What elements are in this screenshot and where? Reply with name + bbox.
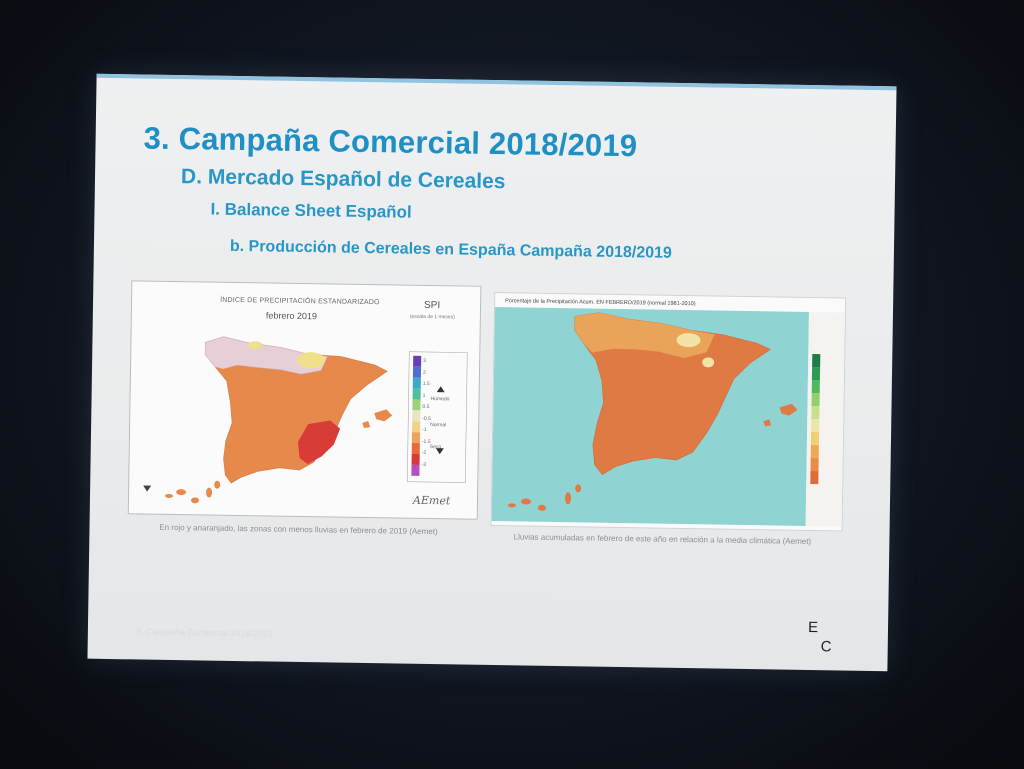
spi-legend-value: 3 bbox=[423, 357, 427, 364]
spi-legend-swatch bbox=[412, 366, 422, 378]
spain-mainland-precip bbox=[574, 312, 772, 476]
spi-legend-swatch bbox=[412, 377, 421, 389]
precip-pale-spot-1 bbox=[676, 333, 701, 348]
balearic-islands-precip bbox=[763, 403, 798, 427]
spain-mainland-spi bbox=[204, 336, 388, 484]
spi-legend-value: 2 bbox=[422, 369, 426, 376]
precip-map-panel: Porcentaje de la Precipitación Acum. EN … bbox=[490, 292, 847, 532]
slide-footer: 3. Campaña Comercial 2018/2019 bbox=[135, 626, 274, 639]
spi-legend-swatch bbox=[413, 355, 422, 367]
spi-legend-swatch bbox=[412, 421, 421, 433]
slide-subsection: b. Producción de Cereales en España Camp… bbox=[229, 237, 673, 262]
spi-map-graphic bbox=[143, 336, 468, 504]
legend-wet-label: Húmedo bbox=[430, 396, 450, 403]
wet-arrow-icon bbox=[436, 386, 445, 393]
slide-section: I. Balance Sheet Español bbox=[210, 199, 412, 222]
spi-legend-bars bbox=[411, 355, 422, 476]
spi-yellow-spot-2 bbox=[248, 341, 263, 350]
aemet-logo: AEmet bbox=[412, 493, 451, 508]
spi-legend-value: -2 bbox=[421, 449, 427, 456]
precip-legend-swatch bbox=[811, 419, 820, 433]
spi-legend-swatch bbox=[411, 453, 420, 465]
precip-legend-swatch bbox=[811, 367, 821, 381]
canary-islands-spi bbox=[165, 480, 221, 504]
precip-legend-swatch bbox=[811, 380, 820, 394]
spi-legend-swatch bbox=[411, 464, 420, 476]
slide-title: 3. Campaña Comercial 2018/2019 bbox=[143, 120, 638, 164]
precip-legend-swatch bbox=[812, 354, 821, 368]
spi-legend-swatch bbox=[412, 399, 421, 411]
precip-pale-spot-2 bbox=[702, 357, 715, 368]
projected-slide: 3. Campaña Comercial 2018/2019 D. Mercad… bbox=[87, 73, 897, 672]
spain-southeast-red bbox=[297, 420, 341, 465]
spi-legend-value: -1.5 bbox=[421, 438, 431, 445]
spi-yellow-spot-1 bbox=[297, 352, 326, 369]
precip-legend-swatch bbox=[810, 471, 819, 485]
spi-legend-value: 0.5 bbox=[422, 403, 430, 411]
precip-legend-swatch bbox=[810, 445, 819, 459]
spi-legend-swatch bbox=[411, 443, 420, 455]
spi-legend-swatch bbox=[412, 388, 421, 400]
precip-map-caption: Lluvias acumuladas en febrero de este añ… bbox=[513, 532, 812, 547]
spi-map-panel: ÍNDICE DE PRECIPITACIÓN ESTANDARIZADO fe… bbox=[127, 280, 482, 520]
precip-map-graphic bbox=[491, 307, 845, 527]
precip-legend-swatch bbox=[810, 458, 819, 472]
canary-islands-precip bbox=[507, 484, 582, 511]
legend-normal-label: Normal bbox=[430, 422, 447, 429]
spain-north-lighter bbox=[574, 312, 715, 359]
spi-legend-value: -0.5 bbox=[422, 415, 431, 422]
legend-dry-label: Seco bbox=[429, 444, 442, 451]
spi-legend-value: -1 bbox=[422, 426, 427, 433]
precip-legend-bars bbox=[810, 354, 821, 485]
logo-letter-e: E bbox=[807, 618, 819, 637]
spi-map-caption: En rojo y anaranjado, las zonas con meno… bbox=[159, 522, 438, 537]
spi-legend-box bbox=[406, 351, 468, 483]
precip-legend-swatch bbox=[810, 432, 820, 446]
precip-legend-swatch bbox=[811, 393, 820, 407]
logo-letter-c: C bbox=[820, 638, 832, 656]
slide-subtitle: D. Mercado Español de Cereales bbox=[180, 165, 506, 194]
precip-legend-swatch bbox=[811, 406, 820, 420]
slide-top-line bbox=[96, 73, 897, 91]
spi-legend-swatch bbox=[411, 432, 421, 444]
canary-inset-marker bbox=[143, 485, 152, 492]
spi-legend-value: 1 bbox=[422, 392, 426, 399]
spi-legend-swatch bbox=[412, 410, 421, 422]
spi-legend-value: 1.5 bbox=[422, 380, 430, 388]
balearic-islands-spi bbox=[362, 409, 393, 428]
spi-legend-value: -3 bbox=[421, 461, 427, 468]
dry-arrow-icon bbox=[435, 448, 444, 455]
